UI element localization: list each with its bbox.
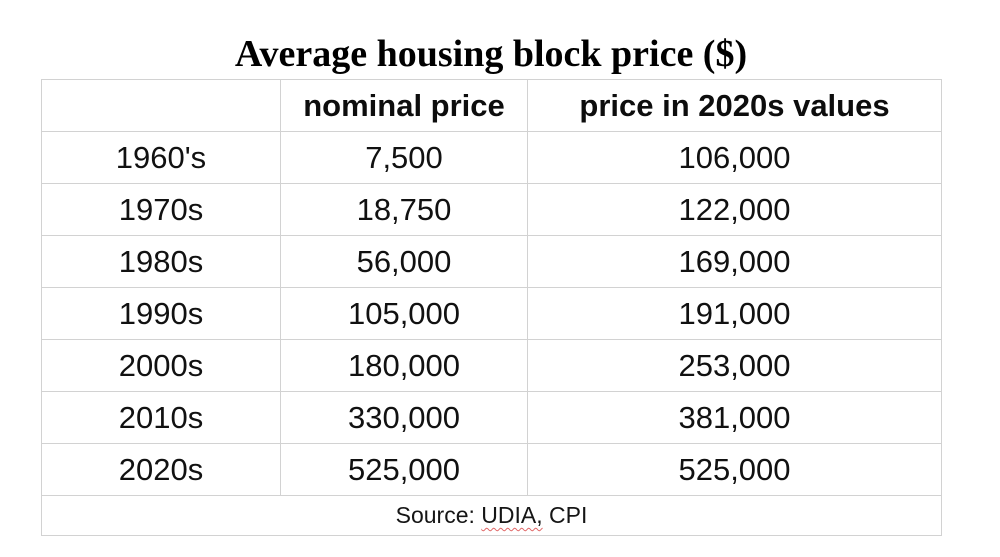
- nominal-price-cell: 105,000: [280, 287, 528, 340]
- nominal-price-cell: 525,000: [280, 443, 528, 496]
- nominal-price-cell: 7,500: [280, 131, 528, 184]
- corner-cell: [41, 79, 281, 132]
- adjusted-price-cell: 106,000: [527, 131, 942, 184]
- adjusted-price-cell: 169,000: [527, 235, 942, 288]
- table-row-1970s: 1970s 18,750 122,000: [41, 183, 942, 236]
- source-misspelled-word: UDIA,: [481, 502, 543, 528]
- table-row-2010s: 2010s 330,000 381,000: [41, 391, 942, 444]
- decade-cell: 2010s: [41, 391, 281, 444]
- decade-cell: 1960's: [41, 131, 281, 184]
- decade-cell: 2020s: [41, 443, 281, 496]
- table-row-2000s: 2000s 180,000 253,000: [41, 339, 942, 392]
- table-row-1980s: 1980s 56,000 169,000: [41, 235, 942, 288]
- source-prefix: Source:: [395, 502, 482, 528]
- adjusted-price-cell: 381,000: [527, 391, 942, 444]
- nominal-price-cell: 330,000: [280, 391, 528, 444]
- adjusted-price-cell: 253,000: [527, 339, 942, 392]
- table-row-2020s: 2020s 525,000 525,000: [41, 443, 942, 496]
- decade-cell: 2000s: [41, 339, 281, 392]
- nominal-price-cell: 180,000: [280, 339, 528, 392]
- nominal-price-cell: 56,000: [280, 235, 528, 288]
- adjusted-price-cell: 525,000: [527, 443, 942, 496]
- table-row-1990s: 1990s 105,000 191,000: [41, 287, 942, 340]
- nominal-price-cell: 18,750: [280, 183, 528, 236]
- housing-price-table: nominal price price in 2020s values 1960…: [41, 79, 942, 536]
- header-row: nominal price price in 2020s values: [41, 79, 942, 132]
- col-header-nominal-price: nominal price: [280, 79, 528, 132]
- source-row: Source: UDIA, CPI: [41, 495, 942, 536]
- table-row-1960s: 1960's 7,500 106,000: [41, 131, 942, 184]
- decade-cell: 1990s: [41, 287, 281, 340]
- adjusted-price-cell: 122,000: [527, 183, 942, 236]
- decade-cell: 1970s: [41, 183, 281, 236]
- adjusted-price-cell: 191,000: [527, 287, 942, 340]
- col-header-price-2020s-values: price in 2020s values: [527, 79, 942, 132]
- figure-title: Average housing block price ($): [234, 33, 748, 75]
- decade-cell: 1980s: [41, 235, 281, 288]
- source-note: Source: UDIA, CPI: [41, 495, 942, 536]
- source-suffix: CPI: [542, 502, 588, 528]
